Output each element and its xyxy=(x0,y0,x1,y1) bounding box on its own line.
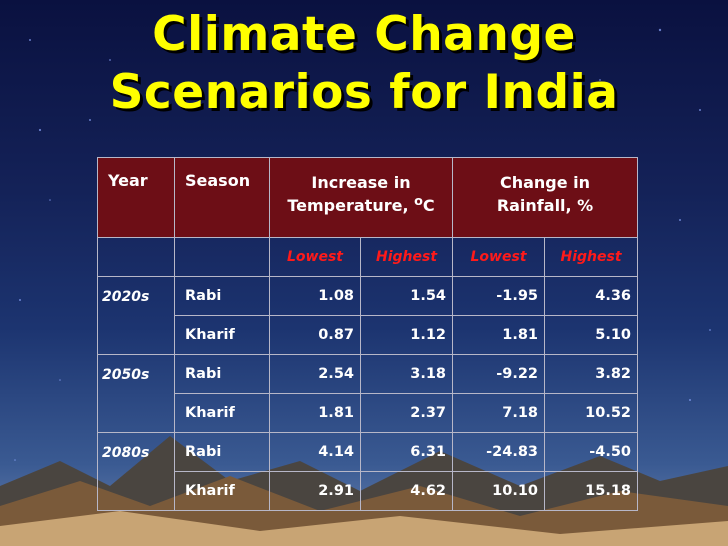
table-row: Kharif 1.81 2.37 7.18 10.52 xyxy=(98,393,639,433)
degree-symbol: o xyxy=(414,194,423,210)
temp-highest-cell: 2.37 xyxy=(359,393,454,433)
season-cell: Rabi xyxy=(174,354,270,394)
subheader-row: Lowest Highest Lowest Highest xyxy=(97,237,639,277)
header-temperature-line2: Temperature, xyxy=(287,196,409,215)
header-temperature-line1: Increase in xyxy=(311,173,411,192)
title-line-1: Climate Change xyxy=(152,7,576,62)
temp-highest-cell: 6.31 xyxy=(359,432,454,472)
year-label: 2080s xyxy=(102,444,150,461)
table-row: 2020s Rabi 1.08 1.54 -1.95 4.36 xyxy=(97,276,639,355)
rain-lowest-cell: 10.10 xyxy=(452,471,546,511)
climate-scenarios-table: Year Season Increase in Temperature, oC … xyxy=(97,157,639,511)
rain-lowest-cell: -24.83 xyxy=(452,432,546,472)
temp-lowest-cell: 1.81 xyxy=(269,393,361,433)
header-temperature: Increase in Temperature, oC xyxy=(268,157,454,238)
rain-highest-cell: 4.36 xyxy=(544,276,639,316)
rain-lowest-cell: 1.81 xyxy=(452,315,546,355)
subheader-rain-highest: Highest xyxy=(544,237,639,277)
year-cell: 2050s xyxy=(97,354,175,433)
temp-highest-cell: 3.18 xyxy=(359,354,454,394)
subheader-empty-year xyxy=(97,237,175,277)
year-cell: 2020s xyxy=(97,276,175,355)
table-header-row: Year Season Increase in Temperature, oC … xyxy=(97,157,639,238)
year-label: 2020s xyxy=(102,288,150,305)
temp-lowest-cell: 4.14 xyxy=(269,432,361,472)
temp-highest-cell: 1.54 xyxy=(359,276,454,316)
header-rainfall: Change in Rainfall, % xyxy=(452,157,639,238)
header-year: Year xyxy=(97,157,175,238)
season-cell: Kharif xyxy=(174,471,270,511)
rain-highest-cell: 3.82 xyxy=(544,354,639,394)
temp-lowest-cell: 0.87 xyxy=(269,315,361,355)
year-label: 2050s xyxy=(102,366,150,383)
season-cell: Kharif xyxy=(174,315,270,355)
title-line-2: Scenarios for India xyxy=(109,65,619,120)
header-rainfall-line2: Rainfall, % xyxy=(496,196,594,215)
header-rainfall-line1: Change in xyxy=(499,173,591,192)
temp-highest-cell: 1.12 xyxy=(359,315,454,355)
rain-highest-cell: -4.50 xyxy=(544,432,639,472)
rain-lowest-cell: -9.22 xyxy=(452,354,546,394)
table-row: 2050s Rabi 2.54 3.18 -9.22 3.82 xyxy=(97,354,639,433)
subheader-rain-lowest: Lowest xyxy=(452,237,546,277)
temp-lowest-cell: 2.91 xyxy=(269,471,361,511)
table-row: Kharif 2.91 4.62 10.10 15.18 xyxy=(98,471,639,511)
table-row: 2080s Rabi 4.14 6.31 -24.83 -4.50 xyxy=(97,432,639,511)
season-cell: Rabi xyxy=(174,276,270,316)
season-cell: Rabi xyxy=(174,432,270,472)
temp-highest-cell: 4.62 xyxy=(359,471,454,511)
rain-lowest-cell: 7.18 xyxy=(452,393,546,433)
subheader-temp-highest: Highest xyxy=(359,237,454,277)
subheader-temp-lowest: Lowest xyxy=(269,237,361,277)
season-cell: Kharif xyxy=(174,393,270,433)
rain-highest-cell: 5.10 xyxy=(544,315,639,355)
header-season: Season xyxy=(174,157,270,238)
rain-highest-cell: 15.18 xyxy=(544,471,639,511)
temp-lowest-cell: 2.54 xyxy=(269,354,361,394)
temp-lowest-cell: 1.08 xyxy=(269,276,361,316)
slide-title: Climate Change Scenarios for India xyxy=(0,6,728,122)
rain-lowest-cell: -1.95 xyxy=(452,276,546,316)
rain-highest-cell: 10.52 xyxy=(544,393,639,433)
subheader-empty-season xyxy=(174,237,270,277)
header-temperature-unit: C xyxy=(422,196,435,215)
year-cell: 2080s xyxy=(97,432,175,511)
table-row: Kharif 0.87 1.12 1.81 5.10 xyxy=(98,315,639,355)
